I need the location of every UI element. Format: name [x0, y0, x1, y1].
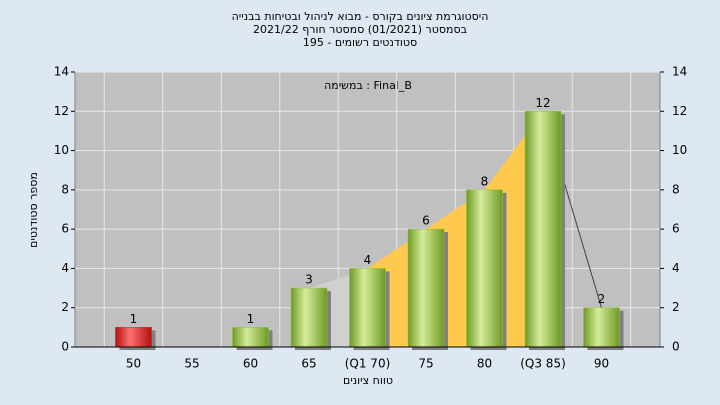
- x-tick-label: 60: [243, 357, 258, 371]
- y2-tick-label: 4: [672, 261, 680, 275]
- bar: [115, 327, 152, 348]
- y2-tick-label: 12: [672, 104, 687, 118]
- y-tick-label: 2: [61, 300, 69, 314]
- y2-tick-label: 10: [672, 143, 687, 157]
- y-tick-label: 12: [54, 104, 69, 118]
- y-tick-label: 8: [61, 182, 69, 196]
- x-tick-label: 50: [126, 357, 141, 371]
- bar: [407, 228, 445, 348]
- bar: [349, 268, 386, 348]
- x-tick-label: 90: [594, 357, 609, 371]
- bar: [232, 327, 269, 348]
- bar: [583, 307, 620, 348]
- y-axis-label: מספר סטודנטים: [27, 172, 40, 248]
- value-label: 1: [130, 312, 138, 326]
- annotation: במשימה : Final_B: [324, 79, 412, 92]
- y-tick-label: 0: [61, 340, 69, 354]
- x-tick-label: 75: [418, 357, 433, 371]
- value-label: 6: [422, 214, 430, 228]
- chart-subtitle: בסמסטר (01/2021) סמסטר חורף 2021/22: [253, 23, 467, 36]
- value-label: 3: [305, 273, 313, 287]
- y-tick-label: 10: [54, 143, 69, 157]
- chart-subtitle: סטודנטים רשומים - 195: [303, 36, 417, 49]
- bar: [290, 287, 328, 348]
- y2-tick-label: 14: [672, 65, 687, 79]
- x-tick-label: 80: [477, 357, 492, 371]
- y2-tick-label: 8: [672, 182, 680, 196]
- value-label: 4: [364, 253, 372, 267]
- bar: [524, 111, 562, 348]
- y2-tick-label: 2: [672, 300, 680, 314]
- y-tick-label: 4: [61, 261, 69, 275]
- x-axis-label: טווח ציונים: [343, 374, 393, 387]
- y2-tick-label: 6: [672, 222, 680, 236]
- x-tick-label: (Q3 85): [520, 357, 566, 371]
- x-tick-label: (Q1 70): [345, 357, 391, 371]
- y2-tick-label: 0: [672, 340, 680, 354]
- value-label: 2: [598, 292, 606, 306]
- value-label: 8: [481, 174, 489, 188]
- chart-title: היסטוגרמת ציונים בקורס - מבוא לניהול ובט…: [232, 10, 489, 23]
- x-tick-label: 65: [301, 357, 316, 371]
- value-label: 1: [247, 312, 255, 326]
- x-tick-label: 55: [184, 357, 199, 371]
- value-label: 12: [535, 96, 550, 110]
- bar: [466, 189, 503, 348]
- y-tick-label: 14: [54, 65, 69, 79]
- y-tick-label: 6: [61, 222, 69, 236]
